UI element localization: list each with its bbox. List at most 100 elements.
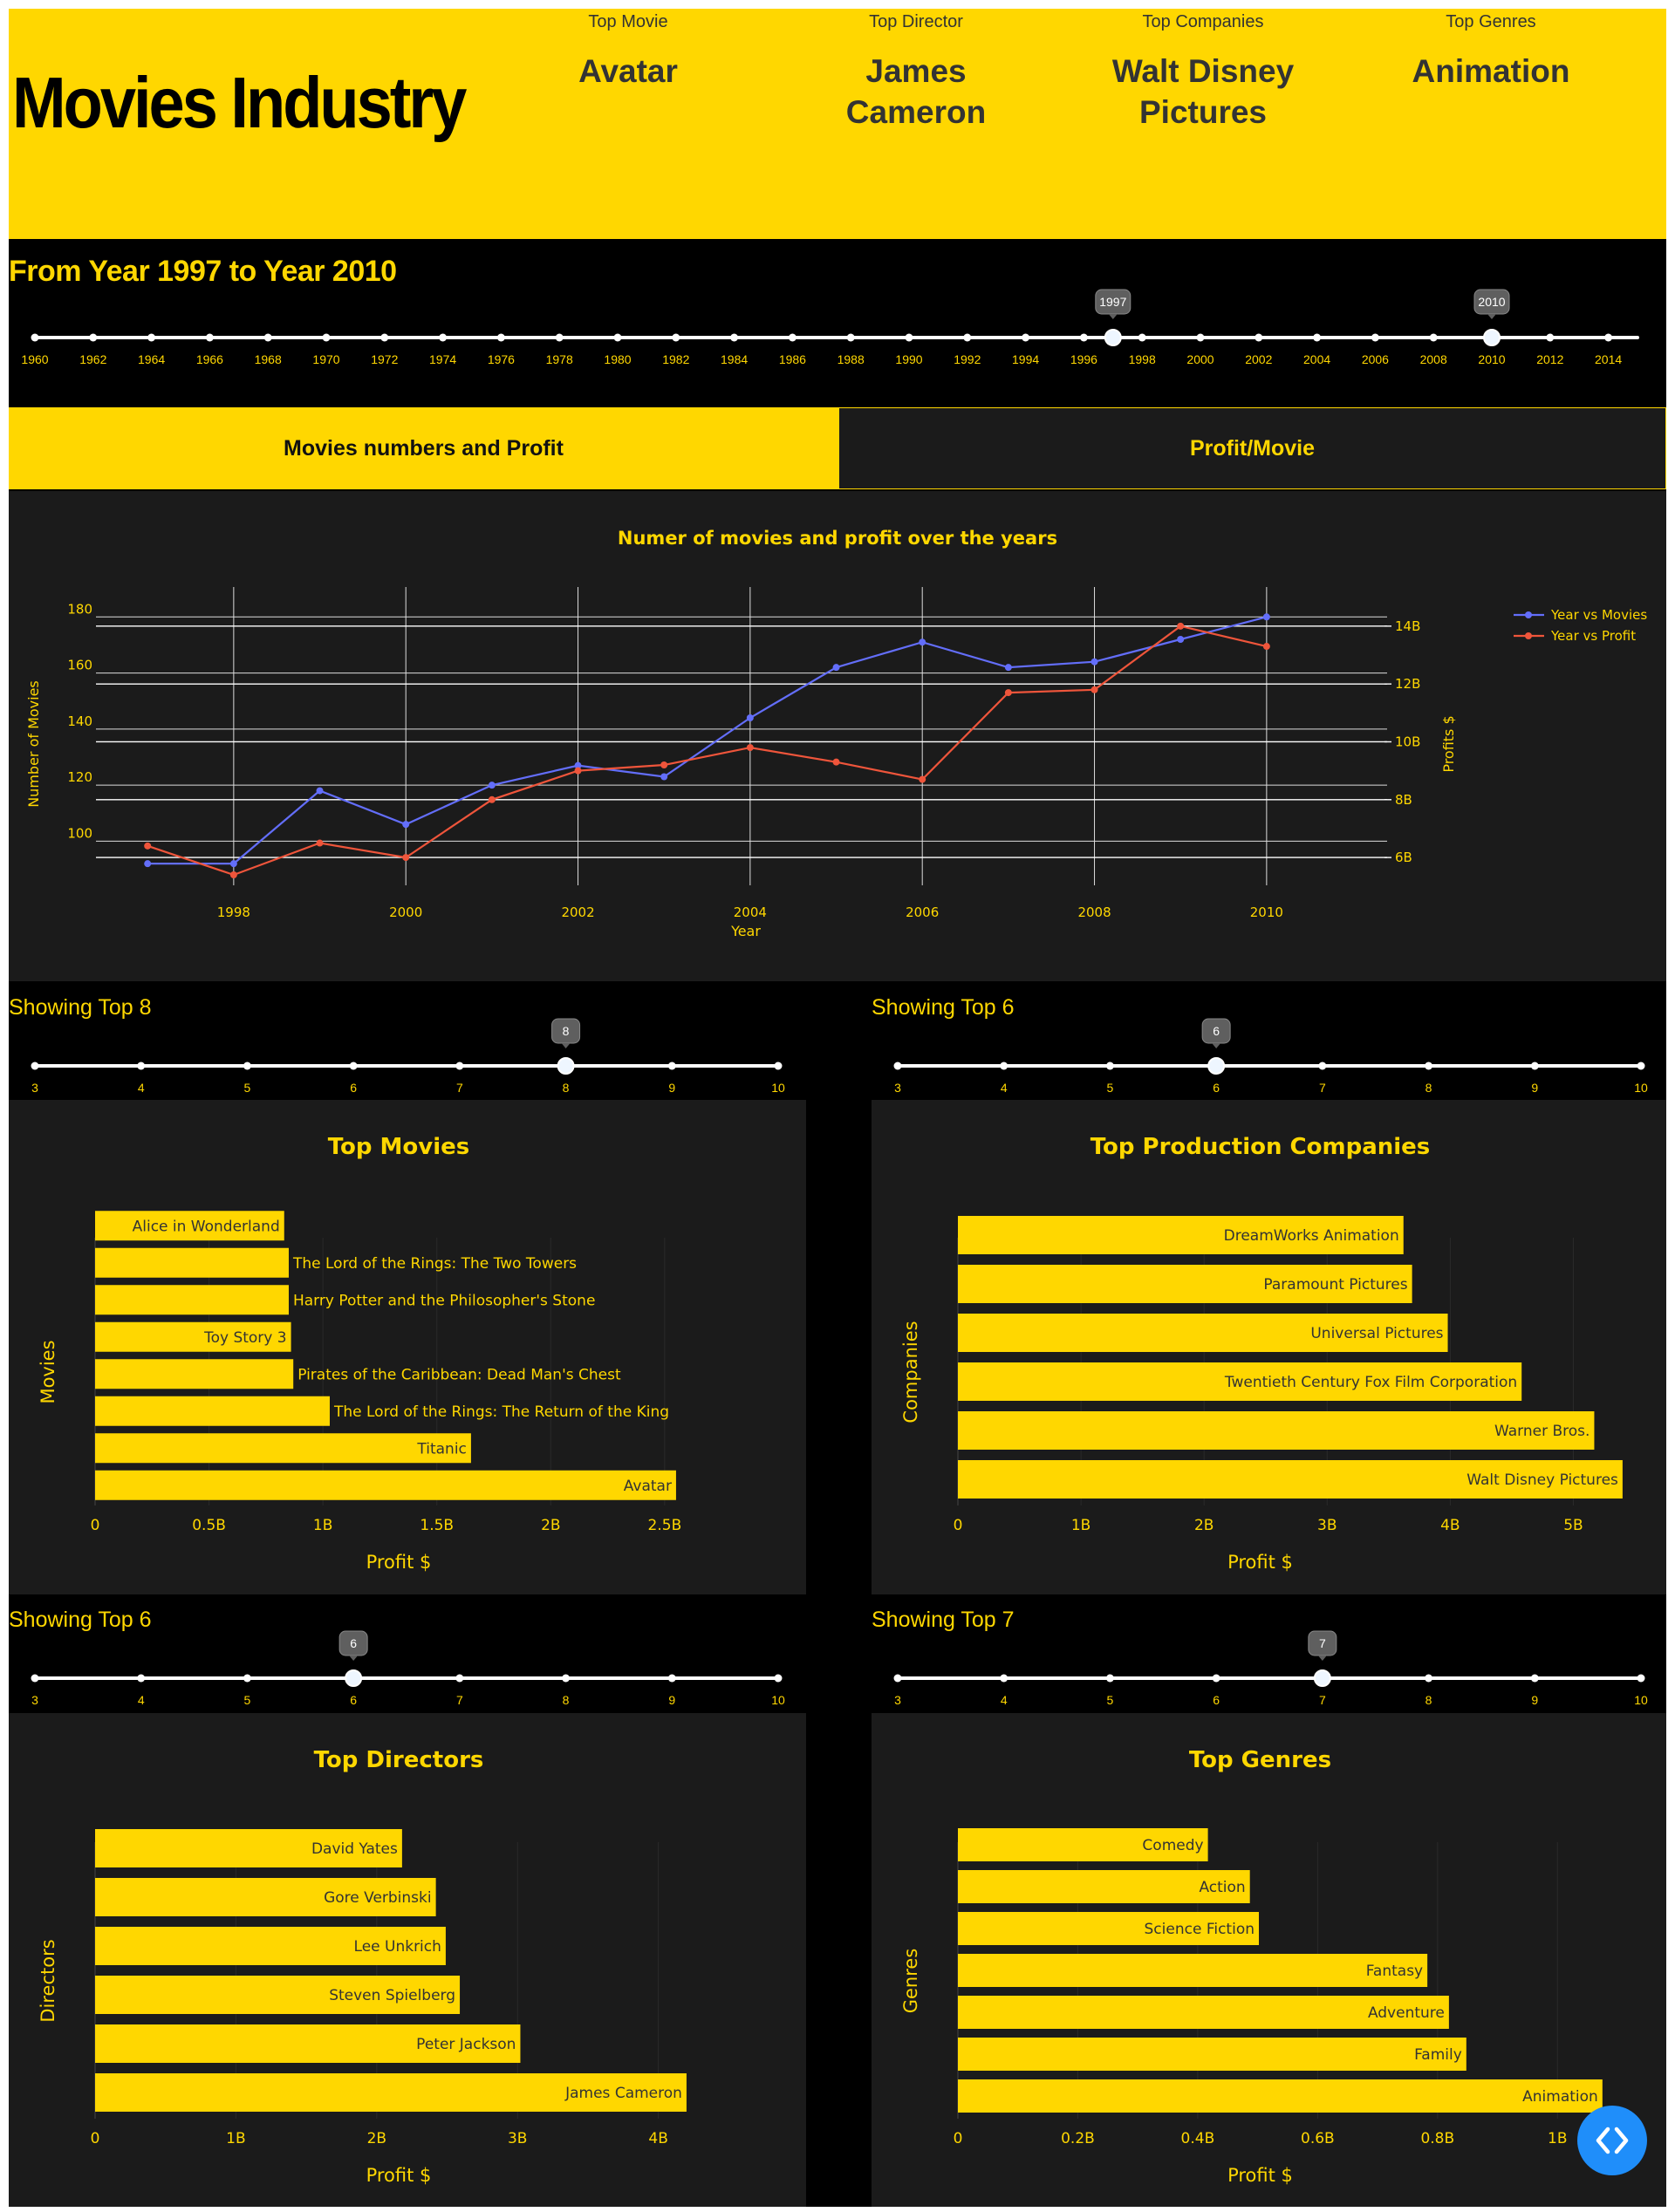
x-tick-label: 0.8B [1420, 2130, 1454, 2147]
bar[interactable] [958, 1996, 1449, 2029]
x-axis-label: Profit $ [1227, 2165, 1293, 2186]
bar[interactable] [95, 1211, 284, 1241]
top-movies-count-slider[interactable]: 3 4 5 6 7 8 9 10 8 [9, 1012, 806, 1099]
series-point [488, 795, 496, 803]
slider-tick-dot [788, 333, 796, 342]
slider-tick-dot [562, 1674, 571, 1683]
x-axis-label: Year [730, 923, 761, 939]
bar[interactable] [95, 1470, 676, 1500]
y2-tick-label: 8B [1395, 792, 1412, 808]
top-companies-bar-chart: Top Production Companies 0 1B 2B 3B 4B 5B Profi… [900, 1134, 1623, 1573]
x-tick-label: 2000 [389, 905, 422, 920]
slider-handle[interactable] [1104, 329, 1122, 346]
x-tick-label: 3B [1317, 1517, 1337, 1534]
x-axis-label: Profit $ [1227, 1552, 1293, 1573]
bar[interactable] [95, 1285, 289, 1315]
bar[interactable] [95, 1927, 446, 1965]
slider-tick-label: 9 [668, 1693, 675, 1707]
bar[interactable] [95, 1976, 461, 2014]
tab-profit-per-movie[interactable]: Profit/Movie [838, 407, 1666, 489]
bar[interactable] [958, 1828, 1208, 1861]
x-tick-label: 0 [954, 1517, 963, 1534]
kpi-value-top-genres: Animation [1412, 53, 1570, 89]
header-banner [9, 9, 1666, 239]
y-axis-label: Directors [38, 1939, 58, 2022]
legend-marker [1525, 611, 1532, 618]
slider-tick-dot [963, 333, 972, 342]
top-directors-bar-chart: Top Directors 0 1B 2B 3B 4B Profit $ Directors J… [38, 1747, 687, 2186]
bar[interactable] [958, 1460, 1623, 1499]
bar[interactable] [95, 1359, 294, 1389]
series-point [144, 860, 152, 868]
slider-tick-label: 2012 [1536, 352, 1563, 366]
x-tick-label: 2B [1194, 1517, 1214, 1534]
series-point [1177, 636, 1185, 643]
top-movies-bar-chart: Top Movies 0 0.5B 1B 1.5B 2B 2.5B Profit $ Movie… [38, 1134, 681, 1573]
year-range-slider[interactable]: 1960 1962 1964 1966 1968 1970 1972 1974 1976 1978… [9, 279, 1666, 375]
slider-handle-label: 2010 [1478, 295, 1505, 309]
slider-tick-label: 1960 [21, 352, 48, 366]
slider-handle[interactable] [345, 1669, 363, 1687]
bar[interactable] [95, 1321, 291, 1352]
slider-tick-label: 2014 [1595, 352, 1622, 366]
slider-tick-dot [1105, 1674, 1114, 1683]
bar[interactable] [958, 2079, 1603, 2113]
top-genres-count-slider[interactable]: 3 4 5 6 7 8 9 10 7 [872, 1624, 1669, 1711]
bar-label: Lee Unkrich [354, 1938, 441, 1956]
bar[interactable] [958, 1265, 1412, 1303]
slider-handle[interactable] [1313, 1669, 1331, 1687]
legend-label: Year vs Profit [1550, 628, 1636, 644]
slider-handle-label: 6 [1213, 1024, 1220, 1038]
slider-tick-dot [31, 333, 39, 342]
bar-label: DreamWorks Animation [1224, 1227, 1399, 1245]
slider-handle[interactable] [557, 1057, 575, 1075]
slider-tick-dot [1196, 333, 1205, 342]
bar[interactable] [95, 2073, 687, 2112]
slider-tick-label: 7 [456, 1693, 463, 1707]
slider-tick-label: 1988 [838, 352, 865, 366]
series-point [1262, 643, 1270, 651]
slider-tick-label: 8 [563, 1081, 570, 1095]
top-directors-count-slider[interactable]: 3 4 5 6 7 8 9 10 6 [9, 1624, 806, 1711]
bar[interactable] [95, 1433, 471, 1464]
slider-tick-label: 1996 [1070, 352, 1097, 366]
x-tick-label: 0 [91, 1517, 100, 1534]
series-point [746, 714, 754, 721]
kpi-value-top-movie: Avatar [578, 53, 678, 89]
bar[interactable] [958, 1314, 1448, 1352]
chart-title: Numer of movies and profit over the year… [618, 528, 1057, 549]
code-toggle-button[interactable] [1577, 2106, 1647, 2175]
bar[interactable] [95, 1829, 402, 1867]
bar[interactable] [958, 2038, 1466, 2071]
chart-title: Top Directors [314, 1747, 484, 1773]
bar[interactable] [958, 1954, 1428, 1987]
series-point [402, 821, 410, 829]
bar[interactable] [958, 1411, 1595, 1450]
bar[interactable] [95, 2024, 521, 2063]
slider-handle[interactable] [1483, 329, 1501, 346]
slider-tick-label: 1966 [196, 352, 223, 366]
bar[interactable] [958, 1362, 1522, 1401]
slider-tick-dot [243, 1674, 251, 1683]
bar[interactable] [958, 1216, 1404, 1254]
x-tick-label: 4B [1440, 1517, 1460, 1534]
slider-tick-dot [439, 333, 448, 342]
bar[interactable] [95, 1247, 289, 1278]
slider-tick-dot [1022, 333, 1030, 342]
bar[interactable] [958, 1870, 1250, 1903]
slider-tick-dot [1530, 1674, 1539, 1683]
slider-tick-label: 8 [1425, 1081, 1432, 1095]
slider-tick-dot [137, 1674, 146, 1683]
tab-movies-numbers-and-profit[interactable]: Movies numbers and Profit [9, 407, 838, 489]
slider-tick-label: 1982 [662, 352, 689, 366]
slider-handle[interactable] [1207, 1057, 1226, 1075]
slider-tick-label: 1986 [779, 352, 806, 366]
x-tick-label: 2002 [561, 905, 594, 920]
top-companies-count-slider[interactable]: 3 4 5 6 7 8 9 10 6 [872, 1012, 1669, 1099]
x-tick-label: 0.6B [1301, 2130, 1335, 2147]
bar[interactable] [958, 1912, 1260, 1945]
slider-tick-dot [1546, 333, 1555, 342]
bar[interactable] [95, 1396, 330, 1426]
bar[interactable] [95, 1878, 436, 1916]
bar-label: The Lord of the Rings: The Two Towers [292, 1255, 577, 1273]
